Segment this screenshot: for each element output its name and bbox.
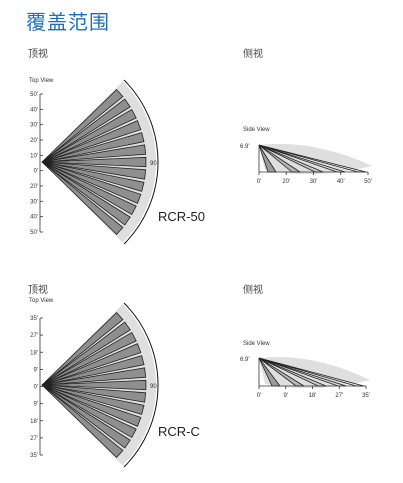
detection-beam: [41, 384, 137, 439]
axis-tick-label: 0': [257, 179, 261, 185]
axis-tick-label: 35': [30, 316, 38, 322]
detection-beam: [41, 161, 147, 180]
detection-beam: [41, 144, 147, 163]
detection-beam: [41, 384, 142, 427]
side-view-axis: 0' 20' 30' 40' 50': [257, 145, 372, 185]
side-view-axis: 0' 9' 18' 27' 35': [257, 358, 370, 399]
detection-beam: [41, 156, 147, 168]
page-title: 覆盖范围: [26, 12, 110, 34]
axis-tick-label: 0': [34, 169, 38, 175]
detection-beam: [41, 355, 145, 386]
detection-beam: [41, 384, 147, 403]
top-view-axis: 35' 27' 18' 9' 0' 9' 18' 27' 35': [30, 316, 43, 459]
axis-tick-label: 27': [30, 333, 38, 339]
axis-tick-label: 40': [30, 215, 38, 221]
side-view-beams: [258, 356, 370, 389]
model-name: RCR-50: [158, 209, 205, 224]
top-view-diagram-rcr-c: Top View 35' 27' 18' 9' 0' 9' 18' 27' 35' 90 RCR…: [29, 298, 200, 468]
axis-tick-label: 40': [337, 179, 345, 185]
top-view-beams: [41, 304, 156, 466]
axis-tick-label: 35': [362, 393, 370, 399]
axis-tick-label: 18': [309, 393, 317, 399]
axis-tick-label: 0': [34, 385, 38, 391]
detection-beam: [41, 321, 131, 386]
axis-tick-label: 30': [30, 123, 38, 129]
axis-tick-label: 20': [30, 138, 38, 144]
axis-tick-label: 9': [284, 393, 288, 399]
side-view-diagram-rcr-c: Side View 6.9' 0' 9' 18' 27' 35': [240, 341, 370, 399]
top-view-beams: [41, 81, 156, 243]
side-view-caption: Side View: [243, 341, 270, 347]
detection-beam: [41, 120, 142, 163]
axis-tick-label: 20': [30, 184, 38, 190]
detection-beam: [41, 161, 124, 235]
side-view-caption: Side View: [243, 127, 270, 133]
detection-beam: [41, 161, 137, 216]
axis-tick-label: 18': [30, 419, 38, 425]
detection-beam: [41, 384, 131, 449]
side-view-beams: [258, 143, 372, 175]
top-view-caption: Top View: [29, 78, 54, 84]
side-height-label: 6.9': [240, 357, 250, 363]
detection-beam: [41, 161, 131, 226]
coverage-arc: [123, 79, 159, 245]
side-view-label-2: 侧视: [243, 285, 263, 296]
axis-tick-label: 50': [30, 230, 38, 236]
top-view-caption: Top View: [29, 298, 54, 304]
axis-tick-label: 0': [257, 393, 261, 399]
axis-tick-label: 35': [30, 453, 38, 459]
detection-beam: [41, 384, 145, 415]
axis-tick-label: 18': [30, 350, 38, 356]
arc-angle-label: 90: [150, 384, 157, 390]
side-view-label-1: 侧视: [243, 49, 263, 60]
coverage-arc: [123, 302, 159, 468]
detection-beam: [41, 384, 124, 458]
top-view-diagram-rcr-50: Top View 50' 40' 30' 20' 10' 0' 20' 30' 40' 50' 9…: [29, 78, 205, 245]
model-name: RCR-C: [158, 424, 200, 439]
detection-beam: [41, 312, 124, 386]
axis-tick-label: 10': [30, 153, 38, 159]
detection-beam: [41, 379, 147, 391]
detection-beam: [41, 367, 147, 386]
axis-tick-label: 20': [282, 179, 290, 185]
arc-angle-label: 90: [150, 161, 157, 167]
top-view-label-1: 顶视: [28, 49, 48, 60]
axis-tick-label: 30': [310, 179, 318, 185]
detection-beam: [41, 132, 145, 163]
detection-beam: [41, 89, 124, 163]
side-view-diagram-rcr-50: Side View 6.9' 0' 20' 30' 40' 50': [240, 127, 372, 185]
axis-tick-label: 40': [30, 107, 38, 113]
detection-beam: [41, 161, 145, 192]
axis-tick-label: 27': [335, 393, 343, 399]
axis-tick-label: 9': [34, 402, 38, 408]
axis-tick-label: 27': [30, 436, 38, 442]
top-view-label-2: 顶视: [28, 285, 48, 296]
detection-beam: [41, 343, 142, 386]
axis-tick-label: 9': [34, 367, 38, 373]
axis-tick-label: 50': [364, 179, 372, 185]
axis-tick-label: 30': [30, 199, 38, 205]
detection-beam: [41, 98, 131, 163]
detection-beam: [41, 108, 137, 163]
detection-beam: [41, 161, 142, 204]
axis-tick-label: 50': [30, 92, 38, 98]
side-height-label: 6.9': [240, 144, 250, 150]
top-view-axis: 50' 40' 30' 20' 10' 0' 20' 30' 40' 50': [30, 92, 43, 236]
detection-beam: [41, 331, 137, 386]
